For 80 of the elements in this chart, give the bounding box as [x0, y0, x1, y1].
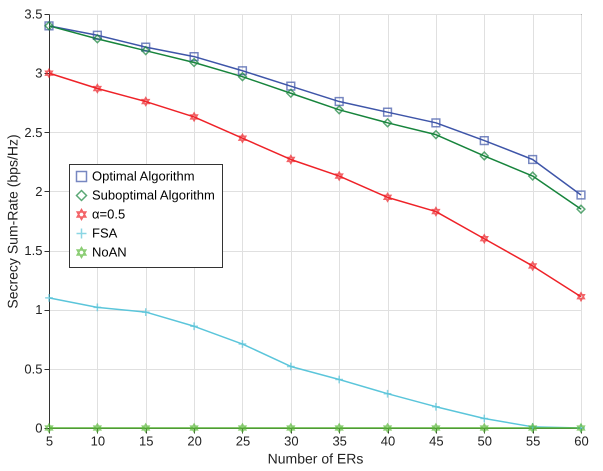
point: [93, 84, 102, 94]
y-tick-label: 2: [35, 184, 42, 199]
point: [335, 171, 344, 181]
point: [528, 261, 537, 271]
x-tick-label: 40: [380, 434, 396, 448]
point: [189, 58, 199, 68]
y-tick-label: 3.5: [24, 6, 42, 22]
legend-label: NoAN: [92, 244, 127, 260]
point: [189, 52, 199, 62]
x-tick-label: 10: [90, 434, 106, 448]
x-tick-label: 50: [478, 434, 492, 448]
point: [238, 72, 248, 82]
point: [576, 204, 586, 214]
y-tick-label: 1.5: [24, 243, 42, 258]
point: [142, 423, 150, 433]
legend-label: Suboptimal Algorithm: [92, 188, 215, 202]
point: [141, 307, 150, 317]
y-axis-title: Secrecy Sum-Rate (bps/Hz): [4, 134, 20, 309]
point: [528, 171, 538, 181]
point: [431, 402, 441, 412]
point: [383, 192, 392, 202]
y-tick-label: 2.5: [24, 124, 42, 140]
point: [92, 30, 102, 40]
point: [576, 190, 586, 200]
point: [383, 423, 392, 433]
point: [382, 118, 392, 128]
x-tick-label: 15: [138, 434, 154, 448]
point: [286, 154, 295, 164]
y-tick-label: 0: [35, 420, 42, 436]
x-tick-label: 55: [526, 434, 540, 448]
point: [480, 414, 489, 424]
point: [238, 339, 248, 349]
x-tick-label: 5: [46, 434, 54, 448]
point: [189, 322, 199, 331]
x-tick-label: 45: [429, 434, 444, 448]
point: [286, 88, 296, 98]
point: [480, 136, 489, 146]
point: [93, 423, 102, 433]
legend-label: Optimal Algorithm: [92, 168, 195, 184]
point: [141, 42, 150, 52]
point: [480, 423, 488, 433]
point: [92, 302, 102, 312]
point: [238, 423, 247, 433]
point: [190, 112, 198, 122]
point: [286, 82, 296, 91]
point: [286, 423, 295, 433]
point: [576, 292, 586, 302]
point: [431, 130, 441, 140]
x-tick-label: 35: [332, 434, 347, 448]
x-tick-label: 30: [284, 434, 299, 448]
x-tick-label: 60: [574, 434, 589, 448]
point: [335, 423, 344, 433]
x-tick-label: 25: [236, 434, 250, 448]
y-tick-label: 0.5: [24, 361, 42, 376]
y-tick-label: 3: [35, 66, 42, 81]
x-axis-title: Number of ERs: [268, 450, 364, 466]
point: [92, 34, 102, 44]
point: [432, 423, 440, 433]
point: [382, 389, 392, 398]
point: [480, 151, 489, 161]
point: [334, 96, 344, 106]
point: [238, 134, 247, 143]
legend-label: α=0.5: [92, 206, 126, 222]
point: [142, 96, 150, 106]
point: [141, 46, 150, 56]
point: [382, 108, 392, 117]
point: [334, 374, 344, 384]
point: [44, 293, 54, 303]
point: [431, 118, 441, 128]
point: [44, 68, 54, 78]
point: [528, 154, 538, 164]
y-tick-label: 1: [35, 302, 42, 318]
point: [286, 362, 296, 372]
point: [334, 105, 344, 114]
point: [238, 66, 248, 76]
point: [190, 423, 198, 433]
x-tick-label: 20: [187, 434, 202, 448]
legend-label: FSA: [92, 226, 118, 240]
point: [480, 234, 488, 244]
point: [432, 206, 440, 216]
